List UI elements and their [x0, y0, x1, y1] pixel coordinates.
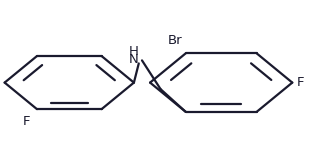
Text: F: F [23, 115, 30, 128]
Text: H: H [129, 45, 139, 58]
Text: N: N [129, 53, 139, 66]
Text: F: F [297, 76, 304, 89]
Text: Br: Br [168, 34, 182, 47]
